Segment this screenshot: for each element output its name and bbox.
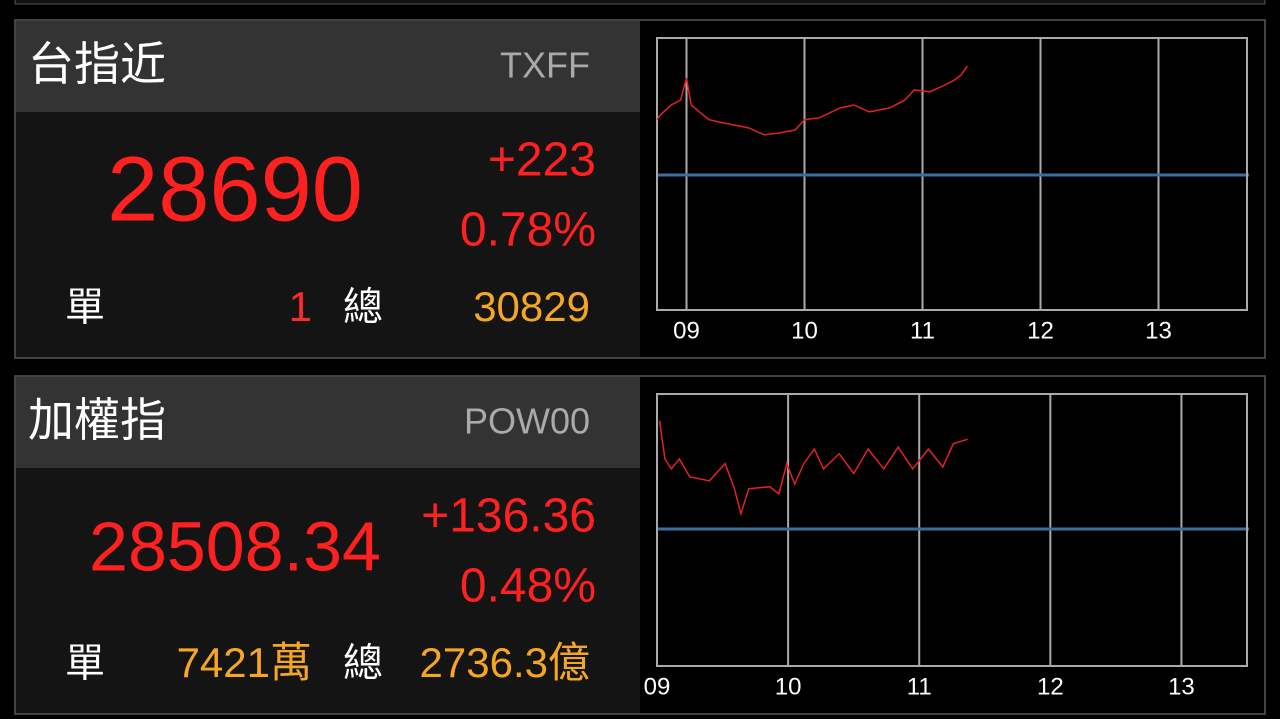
price-line [658,420,968,517]
x-tick-label: 09 [644,673,671,700]
chart-area [640,21,1264,357]
chart-frame [656,37,1248,311]
change-percent: 0.78% [460,204,596,257]
chart-area [640,377,1264,713]
x-tick-label: 13 [1168,673,1195,700]
x-tick-label: 12 [1037,673,1064,700]
total-label: 總 [343,642,383,686]
x-tick-label: 11 [910,317,935,344]
symbol-code: POW00 [464,401,590,442]
total-volume: 30829 [473,283,590,330]
symbol-name: 台指近 [28,38,166,90]
symbol-name: 加權指 [28,394,166,446]
price-change: +223 [488,134,596,187]
x-tick-label: 10 [791,317,818,344]
panel-header [16,377,640,468]
x-tick-label: 11 [907,673,932,700]
single-volume: 7421萬 [177,639,312,686]
previous-panel-edge [14,0,1266,5]
single-volume: 1 [289,283,312,330]
last-price: 28690 [107,138,363,240]
change-percent: 0.48% [460,560,596,613]
price-change: +136.36 [421,490,596,543]
total-label: 總 [343,286,383,330]
single-label: 單 [65,286,105,330]
chart-frame [656,393,1248,667]
symbol-code: TXFF [500,45,590,86]
x-tick-label: 10 [775,673,802,700]
single-label: 單 [65,642,105,686]
x-tick-label: 12 [1027,317,1054,344]
price-line [656,65,968,136]
total-volume: 2736.3億 [420,639,590,686]
x-tick-label: 13 [1145,317,1172,344]
panel-header [16,21,640,112]
last-price: 28508.34 [89,507,381,585]
x-tick-label: 09 [673,317,700,344]
